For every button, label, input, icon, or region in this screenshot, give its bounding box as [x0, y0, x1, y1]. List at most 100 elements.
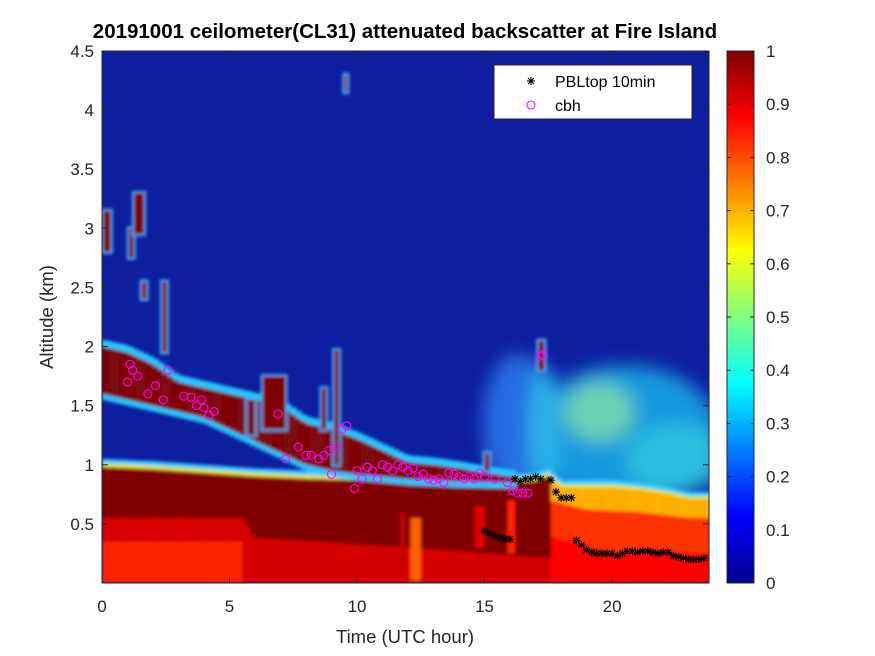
colorbar-gradient [726, 50, 755, 584]
colorbar-tick-label: 0.6 [766, 255, 790, 274]
legend-box [493, 64, 693, 120]
cbh-point [301, 450, 311, 460]
legend-label-pbltop: PBLtop 10min [555, 74, 656, 91]
x-tick-label: 10 [348, 597, 367, 616]
pbltop-point [506, 535, 515, 544]
cbh-point [306, 450, 316, 460]
pbltop-series [480, 472, 708, 564]
pbltop-point [495, 534, 504, 543]
y-tick-label: 3.5 [70, 160, 94, 179]
cbh-point [464, 472, 474, 482]
cbh-point [158, 395, 168, 405]
cbh-point [122, 377, 133, 387]
colorbar-tick-label: 0.1 [766, 521, 790, 540]
cbh-point [163, 365, 173, 375]
cbh-point [128, 365, 138, 375]
pbltop-point [679, 554, 688, 563]
pbltop-point [562, 493, 571, 502]
cbh-point [449, 469, 459, 479]
cbh-point [377, 460, 388, 470]
cbh-point [490, 474, 500, 484]
cbh-point [342, 421, 352, 431]
y-axis: 0.5 1 1.5 2 2.5 3 3.5 4 4.5 [70, 42, 709, 534]
cbh-series [122, 350, 548, 498]
colorbar-tick-label: 0.4 [766, 361, 790, 380]
cbh-point [125, 359, 135, 369]
pbltop-point [643, 547, 652, 556]
x-tick-label: 20 [603, 597, 622, 616]
cbh-point [393, 460, 403, 470]
pbltop-point [699, 554, 708, 563]
cbh-point [273, 409, 283, 419]
pbltop-point [567, 493, 576, 502]
colorbar-tick-label: 0.3 [766, 414, 790, 433]
cbh-point [508, 486, 518, 496]
colorbar-tick-label: 0 [766, 574, 775, 593]
cbh-point [349, 483, 360, 493]
cbh-point [502, 477, 513, 488]
cbh-point [326, 469, 337, 479]
cbh-point [388, 466, 398, 476]
cbh-point [199, 403, 209, 413]
cbh-point [454, 472, 464, 482]
pbltop-point [587, 548, 596, 557]
x-tick-label: 5 [225, 597, 234, 616]
cbh-point [429, 475, 439, 485]
cbh-point [293, 442, 303, 452]
cbh-point [143, 389, 153, 399]
y-tick-label: 3 [85, 219, 94, 238]
colorbar-ticks: 0 0.1 0.2 0.3 0.4 0.5 0.6 0.7 0.8 0.9 1 [727, 42, 790, 593]
y-tick-label: 1 [85, 456, 94, 475]
cbh-point [459, 474, 469, 484]
cbh-point [133, 371, 143, 381]
colorbar-tick-label: 0.9 [766, 95, 790, 114]
cbh-point [352, 466, 362, 476]
heatmap-field [102, 51, 709, 583]
y-tick-label: 2 [85, 338, 94, 357]
cbh-point [367, 466, 377, 476]
pbltop-point [546, 476, 555, 485]
pbltop-point [669, 551, 678, 560]
legend-label-cbh: cbh [555, 98, 581, 115]
cbh-point [538, 350, 548, 360]
pbltop-point [633, 548, 642, 557]
colorbar: 0 0.1 0.2 0.3 0.4 0.5 0.6 0.7 0.8 0.9 1 [726, 42, 790, 593]
cbh-point [469, 474, 479, 484]
y-tick-label: 0.5 [70, 515, 94, 534]
pbltop-point [551, 487, 560, 496]
cbh-point [372, 474, 382, 484]
pbltop-point [557, 493, 566, 502]
cbh-point [357, 474, 367, 484]
colorbar-tick-label: 1 [766, 42, 775, 61]
cbh-point [418, 469, 428, 479]
colorbar-tick-label: 0.5 [766, 308, 790, 327]
plot-frame [101, 50, 710, 584]
y-tick-label: 1.5 [70, 397, 94, 416]
pbltop-point [664, 548, 673, 557]
cbh-point [444, 468, 454, 478]
cbh-point [408, 463, 418, 473]
cbh-point [209, 407, 219, 417]
y-tick-label: 2.5 [70, 278, 94, 297]
colorbar-tick-label: 0.8 [766, 148, 790, 167]
cbh-point [439, 477, 449, 488]
legend-marker-pbltop [527, 77, 535, 85]
cbh-point [319, 450, 329, 460]
cbh-point [332, 442, 342, 452]
cbh-point [518, 488, 528, 498]
y-tick-label: 4.5 [70, 42, 94, 61]
cbh-point [513, 488, 523, 498]
pbltop-point [536, 474, 545, 483]
x-tick-label: 15 [475, 597, 494, 616]
pbltop-point [674, 552, 683, 561]
cbh-point [403, 466, 413, 476]
y-tick-label: 4 [85, 101, 94, 120]
chart-title: 20191001 ceilometer(CL31) attenuated bac… [93, 20, 717, 43]
cbh-point [186, 392, 196, 402]
cbh-point [196, 395, 207, 405]
pbltop-point [694, 555, 703, 564]
x-axis-label: Time (UTC hour) [336, 626, 474, 647]
cbh-point [413, 472, 423, 482]
y-axis-label: Altitude (km) [36, 265, 57, 369]
